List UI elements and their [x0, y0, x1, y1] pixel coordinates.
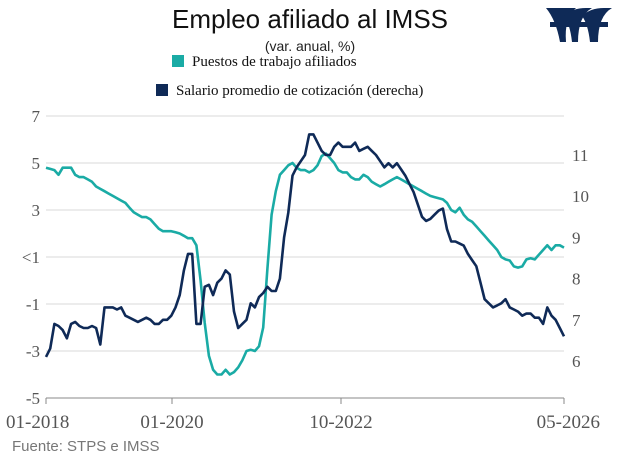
x-tick-label: 10-2022 [309, 412, 372, 433]
right-tick-label: 6 [572, 352, 581, 371]
right-tick-label: 11 [572, 146, 588, 165]
x-tick-label: 05-2026 [537, 412, 600, 433]
right-tick-label: 7 [572, 311, 581, 330]
legend-swatch [156, 84, 168, 96]
legend-label: Puestos de trabajo afiliados [192, 54, 357, 70]
right-tick-label: 10 [572, 187, 589, 206]
right-axis-ticks: 11 10 9 8 7 6 [572, 146, 589, 371]
legend-swatch [172, 55, 184, 67]
legend-label: Salario promedio de cotización (derecha) [176, 83, 423, 99]
left-tick-label: 3 [32, 201, 41, 220]
right-tick-label: 8 [572, 270, 581, 289]
left-tick-label: -5 [26, 389, 40, 408]
x-axis-ticks: 01-2018 01-2020 10-2022 05-2026 [6, 398, 600, 433]
chart-title: Empleo afiliado al IMSS [171, 4, 449, 34]
series-line-1 [45, 152, 565, 376]
legend: Puestos de trabajo afiliados Salario prom… [156, 54, 423, 99]
left-axis-ticks: 7 5 3 <1 -1 -3 -5 [22, 107, 41, 408]
left-tick-label: -1 [26, 295, 40, 314]
left-tick-label: 7 [32, 107, 41, 126]
left-tick-label: <1 [22, 248, 40, 267]
series-line-2 [44, 133, 566, 358]
left-tick-label: 5 [32, 154, 41, 173]
x-tick-label: 01-2020 [140, 412, 203, 433]
right-tick-label: 9 [572, 228, 581, 247]
source-note: Fuente: STPS e IMSS [12, 438, 160, 455]
left-tick-label: -3 [26, 342, 40, 361]
chart-subtitle: (var. anual, %) [264, 38, 356, 54]
series-lines [44, 133, 566, 376]
x-tick-label: 01-2018 [6, 412, 69, 433]
imss-logo [546, 8, 612, 42]
